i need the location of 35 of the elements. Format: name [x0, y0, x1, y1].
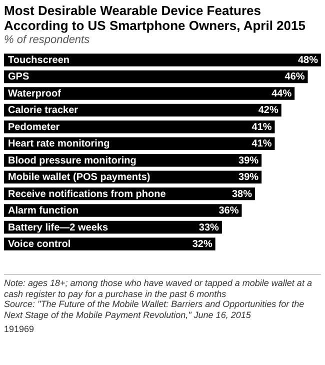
- chart-subtitle: % of respondents: [4, 34, 91, 46]
- data-label: 36%: [218, 206, 239, 217]
- text: 191969: [4, 324, 36, 334]
- y-tick-label: Heart rate monitoring: [8, 138, 110, 150]
- data-label: 42%: [258, 105, 278, 116]
- data-label: 32%: [192, 238, 212, 250]
- data-label: 48%: [298, 55, 318, 66]
- source-note: Source: "The Future of the Mobile Wallet: Barriers and Opportunities for the Next Stage of the Mobile Payment Revolution," June 16, 2015: [4, 299, 306, 320]
- data-label: 41%: [252, 138, 272, 150]
- bar: [4, 204, 242, 217]
- y-tick-label: Alarm function: [8, 206, 79, 217]
- data-label: 33%: [198, 222, 220, 234]
- text: Note: ages 18+; among those who have waved or tapped a mobile wallet at a cash register to pay for a purchase in the past 6 months: [4, 278, 313, 299]
- y-tick-label: Pedometer: [8, 122, 60, 133]
- y-tick-label: GPS: [8, 72, 30, 83]
- bar: [4, 238, 216, 250]
- y-tick-label: Battery life—2 weeks: [8, 222, 108, 234]
- data-label: 38%: [232, 188, 252, 200]
- chart-title: Most Desirable Wearable Device Features According to US Smartphone Owners, April 2015: [4, 3, 306, 33]
- y-tick-label: Mobile wallet (POS payments): [8, 172, 150, 184]
- data-label: 41%: [252, 122, 272, 133]
- bar: [4, 54, 321, 66]
- data-label: 39%: [238, 155, 259, 166]
- y-tick-label: Calorie tracker: [8, 105, 78, 116]
- y-tick-label: Voice control: [8, 238, 71, 250]
- data-label: 46%: [284, 72, 305, 83]
- bar: [4, 120, 275, 134]
- y-tick-label: Receive notifications from phone: [8, 188, 166, 200]
- data-label: 39%: [238, 172, 259, 184]
- bar: [4, 70, 308, 84]
- y-tick-label: Waterproof: [8, 88, 62, 100]
- bar: [4, 87, 295, 100]
- data-label: 44%: [272, 88, 292, 100]
- y-tick-label: Blood pressure monitoring: [8, 155, 136, 166]
- y-tick-label: Touchscreen: [8, 55, 70, 66]
